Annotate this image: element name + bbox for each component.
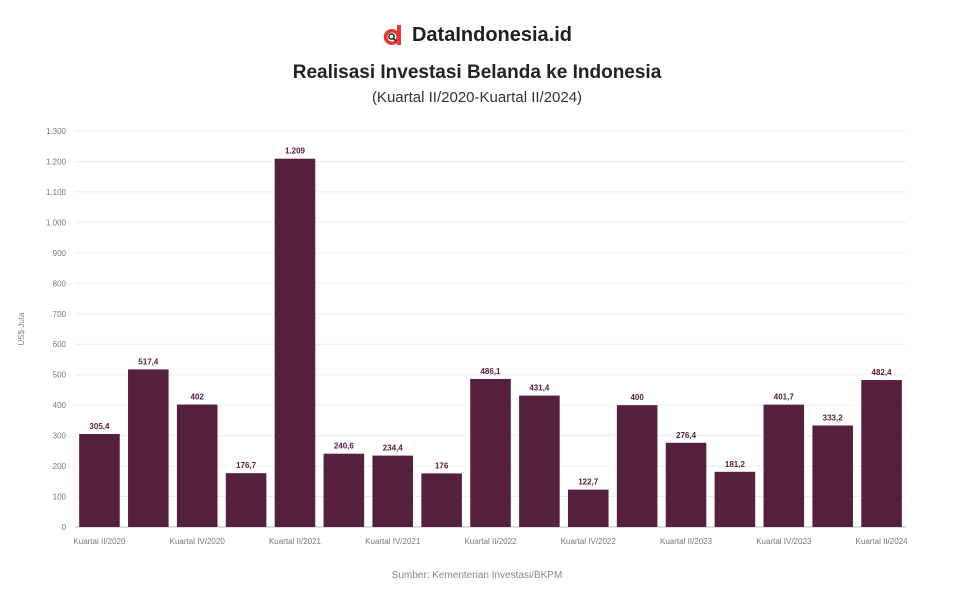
bar	[323, 453, 365, 527]
data-label: 1.209	[285, 147, 306, 156]
bar	[714, 471, 756, 527]
bar	[470, 378, 511, 527]
data-label: 517,4	[138, 357, 159, 366]
bar	[372, 455, 414, 527]
y-tick-label: 200	[53, 462, 67, 471]
y-tick-label: 1.300	[46, 127, 67, 136]
x-tick-label: Kuartal IV/2020	[170, 537, 226, 546]
bar	[519, 395, 560, 527]
y-tick-label: 400	[53, 401, 67, 410]
x-tick-label: Kuartal IV/2022	[561, 537, 617, 546]
bar	[665, 442, 707, 527]
y-tick-label: 700	[53, 310, 67, 319]
data-label: 181,2	[725, 460, 746, 469]
x-tick-label: Kuartal II/2020	[73, 537, 126, 546]
data-label: 276,4	[676, 431, 697, 440]
bar	[79, 433, 120, 527]
bar	[274, 158, 316, 527]
y-tick-label: 0	[62, 523, 67, 532]
data-label: 401,7	[774, 393, 795, 402]
x-tick-label: Kuartal IV/2023	[756, 537, 812, 546]
data-label: 402	[191, 393, 205, 402]
y-tick-label: 1.100	[46, 188, 67, 197]
bar	[176, 404, 218, 527]
y-tick-label: 100	[53, 493, 67, 502]
bar	[225, 473, 267, 527]
data-label: 176	[435, 461, 449, 470]
bar	[567, 489, 609, 527]
data-label: 240,6	[334, 442, 355, 451]
x-tick-label: Kuartal II/2024	[856, 537, 909, 546]
data-label: 234,4	[383, 444, 404, 453]
data-label: 305,4	[89, 422, 110, 431]
y-tick-label: 1.000	[46, 218, 67, 227]
bar	[128, 369, 169, 527]
data-label: 176,7	[236, 461, 257, 470]
bar	[812, 425, 853, 527]
bar	[763, 404, 805, 527]
brand-name: DataIndonesia.id	[411, 23, 573, 46]
y-tick-label: 1.200	[46, 157, 67, 166]
chart-subtitle: (Kuartal II/2020-Kuartal II/2024)	[371, 89, 583, 106]
y-tick-label: 900	[53, 249, 67, 258]
x-tick-label: Kuartal IV/2021	[365, 537, 421, 546]
data-label: 431,4	[529, 384, 550, 393]
y-tick-label: 800	[53, 279, 67, 288]
y-tick-label: 500	[53, 371, 67, 380]
brand-header: DataIndonesia.id	[0, 20, 954, 50]
x-tick-label: Kuartal II/2022	[464, 537, 517, 546]
chart-title: Realisasi Investasi Belanda ke Indonesia	[292, 62, 662, 83]
data-label: 486,1	[480, 367, 501, 376]
source-note: Sumber: Kementerian Investasi/BKPM	[391, 570, 563, 581]
data-label: 482,4	[872, 368, 893, 377]
bar	[861, 380, 902, 527]
y-tick-label: 600	[53, 340, 67, 349]
x-tick-label: Kuartal II/2021	[269, 537, 322, 546]
bar	[616, 405, 658, 527]
data-label: 333,2	[823, 414, 844, 423]
y-tick-label: 300	[53, 432, 67, 441]
data-label: 400	[630, 393, 644, 402]
x-tick-label: Kuartal II/2023	[660, 537, 713, 546]
dataindonesia-logo-icon	[383, 25, 401, 45]
bar	[421, 473, 462, 527]
data-label: 122,7	[578, 478, 599, 487]
y-axis-label: US$ Juta	[17, 312, 26, 345]
